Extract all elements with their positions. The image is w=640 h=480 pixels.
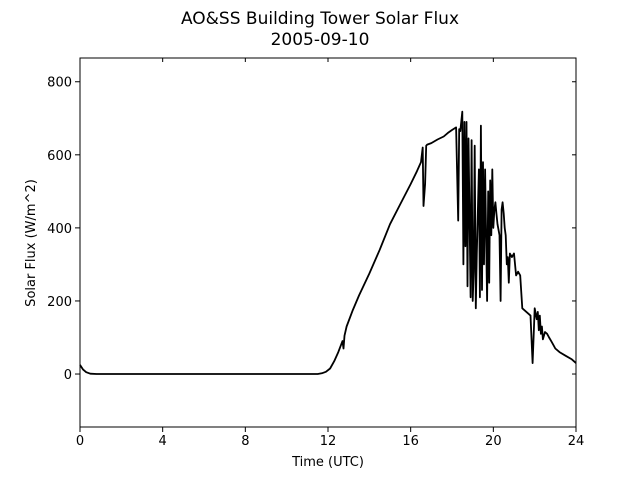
x-tick-label: 24 (568, 434, 585, 449)
x-tick-label: 12 (320, 434, 337, 449)
chart-title: AO&SS Building Tower Solar Flux (181, 9, 459, 29)
x-tick-label: 16 (402, 434, 419, 449)
x-tick-label: 8 (241, 434, 249, 449)
y-axis: 0 200 400 600 800 (47, 76, 576, 383)
x-tick-label: 0 (76, 434, 84, 449)
y-tick-label: 0 (64, 368, 72, 383)
x-axis-label: Time (UTC) (291, 455, 364, 470)
x-tick-label: 4 (159, 434, 167, 449)
y-tick-label: 600 (47, 149, 72, 164)
x-axis: 0 4 8 12 16 20 24 (76, 58, 584, 449)
solar-flux-series-line (79, 110, 577, 375)
y-axis-label: Solar Flux (W/m^2) (24, 179, 39, 307)
y-tick-label: 800 (47, 76, 72, 91)
y-tick-label: 200 (47, 295, 72, 310)
chart-subtitle: 2005-09-10 (271, 30, 370, 50)
plot-area (79, 57, 577, 428)
y-tick-label: 400 (47, 222, 72, 237)
x-tick-label: 20 (485, 434, 502, 449)
